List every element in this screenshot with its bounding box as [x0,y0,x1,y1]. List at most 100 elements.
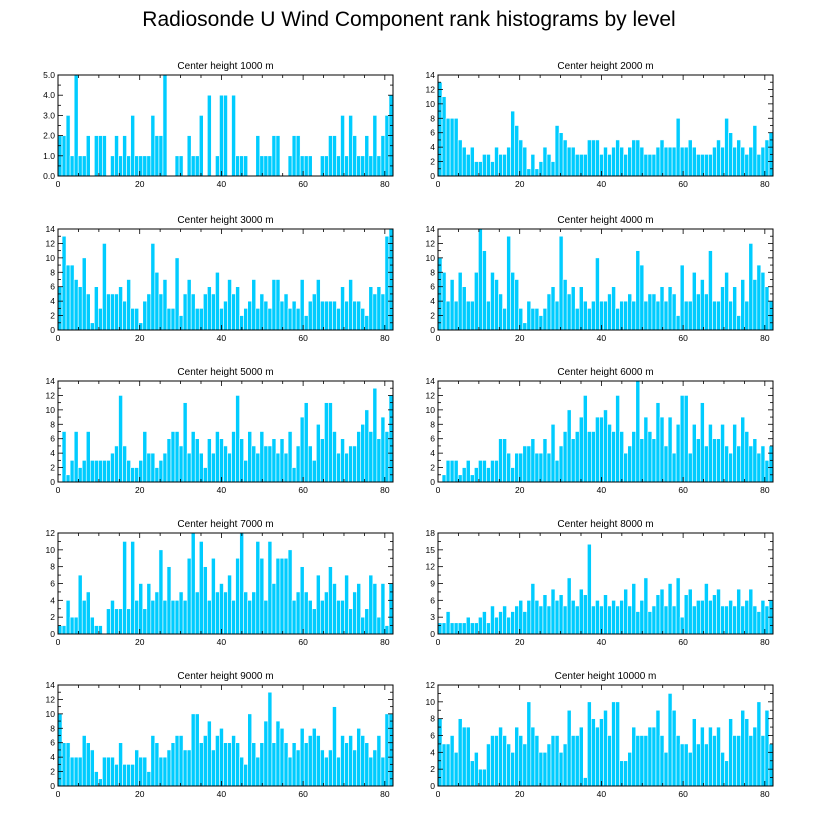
histogram-bar [219,727,224,787]
y-tick-label: 6 [430,282,435,292]
histogram-bar [474,622,479,635]
histogram-bar [146,771,152,787]
histogram-bar [271,583,277,635]
x-tick-label: 60 [678,179,688,189]
histogram-bar [582,300,588,331]
x-tick-label: 60 [298,789,308,799]
histogram-bar [542,752,548,787]
histogram-bar [639,735,645,787]
histogram-bar [77,155,83,177]
histogram-bar [441,96,447,177]
panel-3: Center height 3000 m 0 20 40 60 80 0 2 4 6 8 10 12 14 [46,215,394,343]
histogram-bar [663,146,669,177]
histogram-bar [582,154,588,177]
histogram-bar [490,460,495,483]
x-tick-label: 40 [597,637,607,647]
histogram-bar [603,409,608,483]
histogram-bar [578,286,584,331]
histogram-bar [635,611,641,635]
histogram-bar [530,154,536,177]
histogram-bar [691,146,697,177]
histogram-bar [578,588,584,635]
histogram-bar [574,154,580,177]
histogram-bar [69,756,75,787]
histogram-bar [154,271,160,331]
histogram-bar [316,279,321,331]
histogram-bar [700,154,705,177]
histogram-bar [320,155,325,177]
histogram-bar [311,608,317,635]
y-tick-label: 10 [426,405,436,415]
histogram-bar [263,300,269,331]
panel-title: Center height 5000 m [177,367,273,378]
histogram-bar [364,135,370,177]
histogram-bar [186,749,192,787]
histogram-bar [243,155,249,177]
histogram-bar [150,243,156,331]
histogram-bar [174,257,180,331]
histogram-bar [61,625,67,635]
histogram-bar [498,293,503,331]
y-tick-label: 2 [50,311,55,321]
histogram-bar [316,735,321,787]
histogram-bar [65,264,71,331]
histogram-bar [332,135,337,177]
panel-10: Center height 10000 m 0 20 40 60 80 0 2 4 6 8 10 12 [426,671,774,799]
histogram-bar [130,541,135,635]
histogram-bar [158,293,164,331]
histogram-bar [372,583,378,635]
y-tick-label: 1.0 [43,151,55,161]
histogram-bar [663,752,669,787]
x-tick-label: 20 [135,637,145,647]
histogram-bar [332,706,337,787]
histogram-bar [651,438,657,483]
histogram-bar [259,293,265,331]
histogram-bar [526,600,532,635]
histogram-bar [595,257,600,331]
histogram-bar [704,154,709,177]
histogram-bar [356,300,362,331]
histogram-bar [655,300,661,331]
histogram-bar [603,594,608,635]
histogram-bar [98,308,103,331]
histogram-bar [215,271,220,331]
histogram-bar [502,438,507,483]
histogram-bar [570,438,576,483]
x-tick-label: 20 [515,179,525,189]
histogram-bar [566,709,572,787]
x-tick-label: 0 [436,637,441,647]
x-tick-label: 40 [217,485,227,495]
histogram-bar [667,583,673,635]
histogram-bar [255,452,261,483]
x-tick-label: 40 [597,179,607,189]
histogram-bar [154,135,160,177]
histogram-bar [307,735,313,787]
y-tick-label: 6 [50,738,55,748]
histogram-bar [190,431,196,483]
histogram-bar [760,271,766,331]
histogram-bar [582,594,588,635]
histogram-bar [764,460,770,483]
y-tick-label: 0 [50,477,55,487]
histogram-bar [130,308,135,331]
histogram-bar [736,315,742,331]
histogram-bar [534,452,540,483]
histogram-bar [307,445,313,483]
histogram-bar [659,735,665,787]
histogram-bar [574,308,580,331]
histogram-bar [740,605,746,635]
histogram-bar [728,300,733,331]
panel-title: Center height 10000 m [555,671,657,682]
x-tick-label: 80 [760,485,770,495]
histogram-bar [186,452,192,483]
histogram-bar [166,749,172,787]
y-tick-label: 8 [430,267,435,277]
histogram-bar [328,749,333,787]
histogram-bar [704,583,709,635]
histogram-bar [482,768,487,787]
histogram-bar [348,608,353,635]
histogram-bar [130,764,135,787]
histogram-bar [271,438,277,483]
histogram-bar [267,308,273,331]
y-tick-label: 6 [430,434,435,444]
